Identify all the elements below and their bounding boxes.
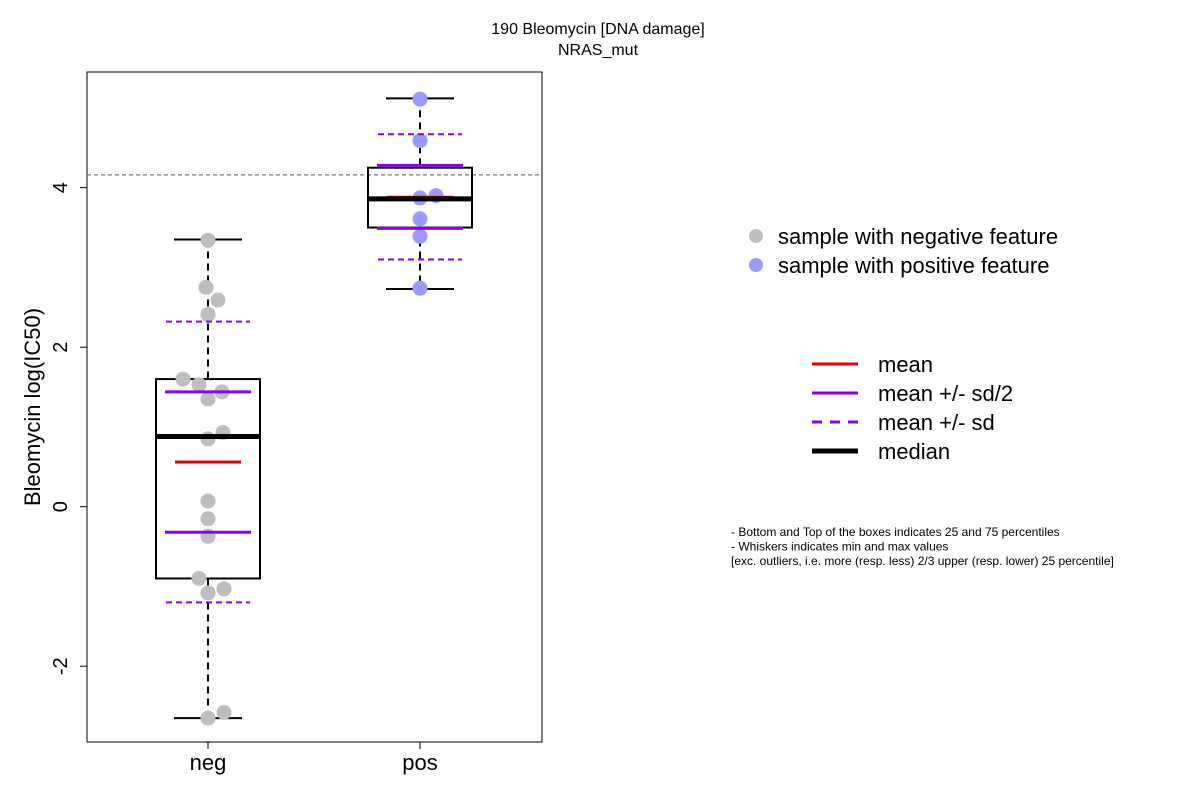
sample-point	[216, 704, 232, 720]
legend-line-label: median	[878, 439, 950, 464]
y-tick-label: -2	[50, 657, 72, 675]
footnote-line: - Bottom and Top of the boxes indicates …	[731, 525, 1060, 539]
x-tick-label: pos	[402, 750, 437, 775]
sample-point	[200, 710, 216, 726]
footnote-line: [exc. outliers, i.e. more (resp. less) 2…	[731, 554, 1114, 568]
sample-point	[200, 493, 216, 509]
legend-line-label: mean +/- sd/2	[878, 381, 1013, 406]
sample-point	[200, 306, 216, 322]
sample-point	[200, 232, 216, 248]
legend-line-label: mean	[878, 352, 933, 377]
y-axis-label: Bleomycin log(IC50)	[20, 308, 45, 506]
sample-point	[191, 570, 207, 586]
legend-point-label: sample with positive feature	[778, 253, 1049, 278]
x-axis: neg pos	[190, 742, 438, 775]
chart-subtitle: NRAS_mut	[558, 42, 639, 59]
footnotes: - Bottom and Top of the boxes indicates …	[731, 525, 1114, 568]
y-tick-label: 0	[50, 501, 72, 512]
box-group-neg	[155, 232, 261, 726]
sample-point	[198, 279, 214, 295]
sample-point	[210, 292, 226, 308]
sample-point	[200, 391, 216, 407]
sample-point	[412, 280, 428, 296]
plot-frame	[86, 71, 543, 743]
footnote-line: - Whiskers indicates min and max values	[731, 540, 948, 554]
sample-point	[200, 585, 216, 601]
legend-point-label: sample with negative feature	[778, 224, 1058, 249]
sample-point	[412, 228, 428, 244]
legend-line-label: mean +/- sd	[878, 410, 995, 435]
sample-point	[216, 581, 232, 597]
sample-point	[412, 211, 428, 227]
chart-title: 190 Bleomycin [DNA damage]	[491, 21, 704, 38]
legend-point-marker	[749, 258, 763, 272]
sample-point	[191, 377, 207, 393]
y-axis: -2 0 2 4	[50, 182, 87, 675]
sample-point	[200, 511, 216, 527]
box-group-pos	[367, 91, 473, 296]
x-tick-label: neg	[190, 750, 227, 775]
box-groups	[155, 91, 473, 726]
legend-point-marker	[749, 229, 763, 243]
y-tick-label: 2	[50, 342, 72, 353]
sample-point	[412, 133, 428, 149]
legend-lines: mean mean +/- sd/2 mean +/- sd median	[812, 352, 1013, 464]
iqr-box	[155, 378, 261, 580]
sample-point	[412, 91, 428, 107]
legend-points: sample with negative feature sample with …	[749, 224, 1058, 278]
y-tick-label: 4	[50, 182, 72, 193]
sample-point	[175, 371, 191, 387]
